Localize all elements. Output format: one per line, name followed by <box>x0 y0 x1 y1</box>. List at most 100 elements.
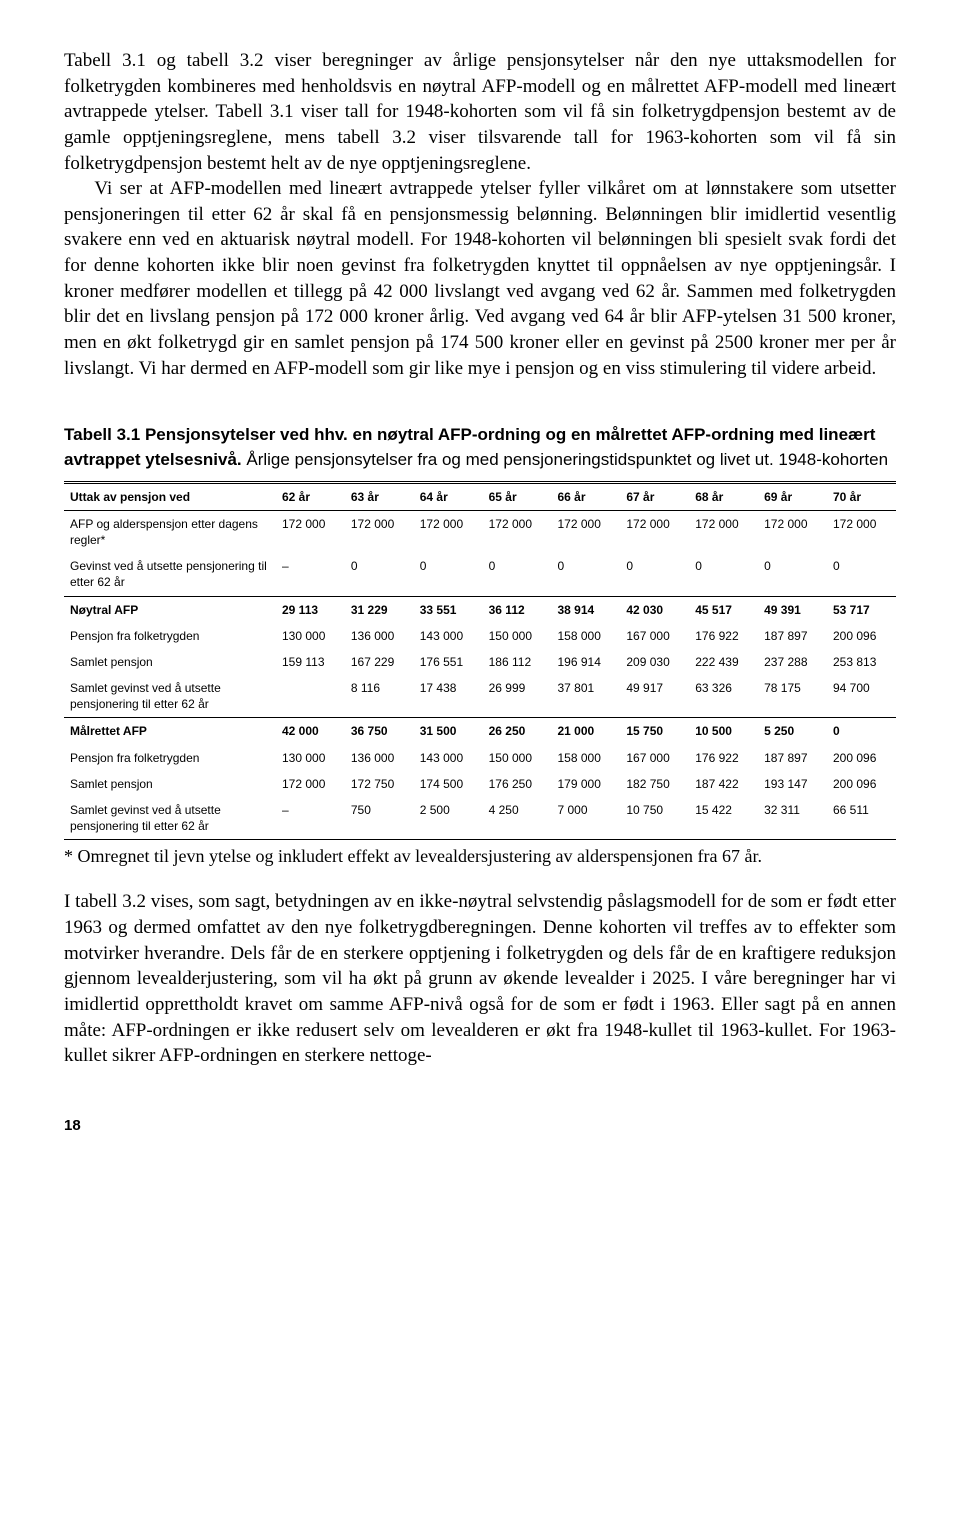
cell: 172 000 <box>414 510 483 553</box>
cell: 143 000 <box>414 745 483 771</box>
table-3-1: Uttak av pensjon ved62 år63 år64 år65 år… <box>64 481 896 841</box>
cell: 31 229 <box>345 596 414 623</box>
cell: 33 551 <box>414 596 483 623</box>
table-body: AFP og alderspensjon etter dagens regler… <box>64 510 896 840</box>
intro-block: Tabell 3.1 og tabell 3.2 viser beregning… <box>64 48 896 381</box>
table-caption-rest: Årlige pensjonsytelser fra og med pensjo… <box>242 450 888 469</box>
cell: 196 914 <box>552 649 621 675</box>
cell: 0 <box>827 718 896 745</box>
page-number: 18 <box>64 1117 896 1134</box>
col-age: 68 år <box>689 482 758 510</box>
cell: 750 <box>345 797 414 840</box>
row-label: AFP og alderspensjon etter dagens regler… <box>64 510 276 553</box>
cell: 167 000 <box>620 745 689 771</box>
row-label: Samlet pensjon <box>64 649 276 675</box>
cell: 143 000 <box>414 623 483 649</box>
table-row: Pensjon fra folketrygden130 000136 00014… <box>64 745 896 771</box>
cell: 158 000 <box>552 745 621 771</box>
table-caption: Tabell 3.1 Pensjonsytelser ved hhv. en n… <box>64 423 896 472</box>
cell: 187 897 <box>758 745 827 771</box>
cell: 187 422 <box>689 771 758 797</box>
cell: 167 229 <box>345 649 414 675</box>
cell: 176 250 <box>483 771 552 797</box>
cell: 0 <box>758 553 827 596</box>
table-row: Gevinst ved å utsette pensjonering til e… <box>64 553 896 596</box>
cell: 53 717 <box>827 596 896 623</box>
cell: 49 917 <box>620 675 689 718</box>
cell: 200 096 <box>827 745 896 771</box>
table-row: Samlet gevinst ved å utsette pensjonerin… <box>64 797 896 840</box>
cell: 2 500 <box>414 797 483 840</box>
table-row: Samlet gevinst ved å utsette pensjonerin… <box>64 675 896 718</box>
col-age: 62 år <box>276 482 345 510</box>
col-age: 70 år <box>827 482 896 510</box>
table-row: Målrettet AFP42 00036 75031 50026 25021 … <box>64 718 896 745</box>
cell: 187 897 <box>758 623 827 649</box>
cell: 176 922 <box>689 745 758 771</box>
cell: 66 511 <box>827 797 896 840</box>
row-label: Pensjon fra folketrygden <box>64 623 276 649</box>
cell: 36 112 <box>483 596 552 623</box>
cell: 42 000 <box>276 718 345 745</box>
cell: 26 250 <box>483 718 552 745</box>
cell: 31 500 <box>414 718 483 745</box>
cell: 237 288 <box>758 649 827 675</box>
cell: 186 112 <box>483 649 552 675</box>
row-label: Samlet gevinst ved å utsette pensjonerin… <box>64 797 276 840</box>
cell: 150 000 <box>483 745 552 771</box>
cell: 29 113 <box>276 596 345 623</box>
table-header-row: Uttak av pensjon ved62 år63 år64 år65 år… <box>64 482 896 510</box>
table-row: Pensjon fra folketrygden130 000136 00014… <box>64 623 896 649</box>
cell: 0 <box>552 553 621 596</box>
cell: 0 <box>345 553 414 596</box>
col-age: 67 år <box>620 482 689 510</box>
cell: 209 030 <box>620 649 689 675</box>
cell: 172 000 <box>827 510 896 553</box>
cell: 0 <box>827 553 896 596</box>
cell: 136 000 <box>345 623 414 649</box>
cell: 172 000 <box>620 510 689 553</box>
cell: 5 250 <box>758 718 827 745</box>
col-age: 69 år <box>758 482 827 510</box>
cell: 167 000 <box>620 623 689 649</box>
col-age: 64 år <box>414 482 483 510</box>
table-row: Nøytral AFP29 11331 22933 55136 11238 91… <box>64 596 896 623</box>
cell: 176 551 <box>414 649 483 675</box>
paragraph-1: Tabell 3.1 og tabell 3.2 viser beregning… <box>64 48 896 176</box>
cell: 172 000 <box>276 771 345 797</box>
cell: 253 813 <box>827 649 896 675</box>
cell: 130 000 <box>276 745 345 771</box>
cell: 36 750 <box>345 718 414 745</box>
cell: 26 999 <box>483 675 552 718</box>
cell: 45 517 <box>689 596 758 623</box>
cell: 172 000 <box>345 510 414 553</box>
cell: 63 326 <box>689 675 758 718</box>
cell: 158 000 <box>552 623 621 649</box>
table-row: Samlet pensjon172 000172 750174 500176 2… <box>64 771 896 797</box>
cell: 172 000 <box>552 510 621 553</box>
cell: 159 113 <box>276 649 345 675</box>
table-row: Samlet pensjon159 113167 229176 551186 1… <box>64 649 896 675</box>
table-footnote: * Omregnet til jevn ytelse og inkludert … <box>64 846 896 867</box>
cell: 0 <box>414 553 483 596</box>
col-age: 63 år <box>345 482 414 510</box>
cell: – <box>276 797 345 840</box>
cell: 42 030 <box>620 596 689 623</box>
cell: 21 000 <box>552 718 621 745</box>
cell: 10 750 <box>620 797 689 840</box>
cell: 0 <box>689 553 758 596</box>
row-label: Pensjon fra folketrygden <box>64 745 276 771</box>
cell <box>276 675 345 718</box>
page-container: Tabell 3.1 og tabell 3.2 viser beregning… <box>0 0 960 1520</box>
cell: 94 700 <box>827 675 896 718</box>
bottom-block: I tabell 3.2 vises, som sagt, betydninge… <box>64 889 896 1068</box>
cell: 10 500 <box>689 718 758 745</box>
cell: 200 096 <box>827 623 896 649</box>
cell: 15 422 <box>689 797 758 840</box>
cell: 179 000 <box>552 771 621 797</box>
cell: 78 175 <box>758 675 827 718</box>
cell: 176 922 <box>689 623 758 649</box>
cell: 15 750 <box>620 718 689 745</box>
cell: 222 439 <box>689 649 758 675</box>
table-row: AFP og alderspensjon etter dagens regler… <box>64 510 896 553</box>
